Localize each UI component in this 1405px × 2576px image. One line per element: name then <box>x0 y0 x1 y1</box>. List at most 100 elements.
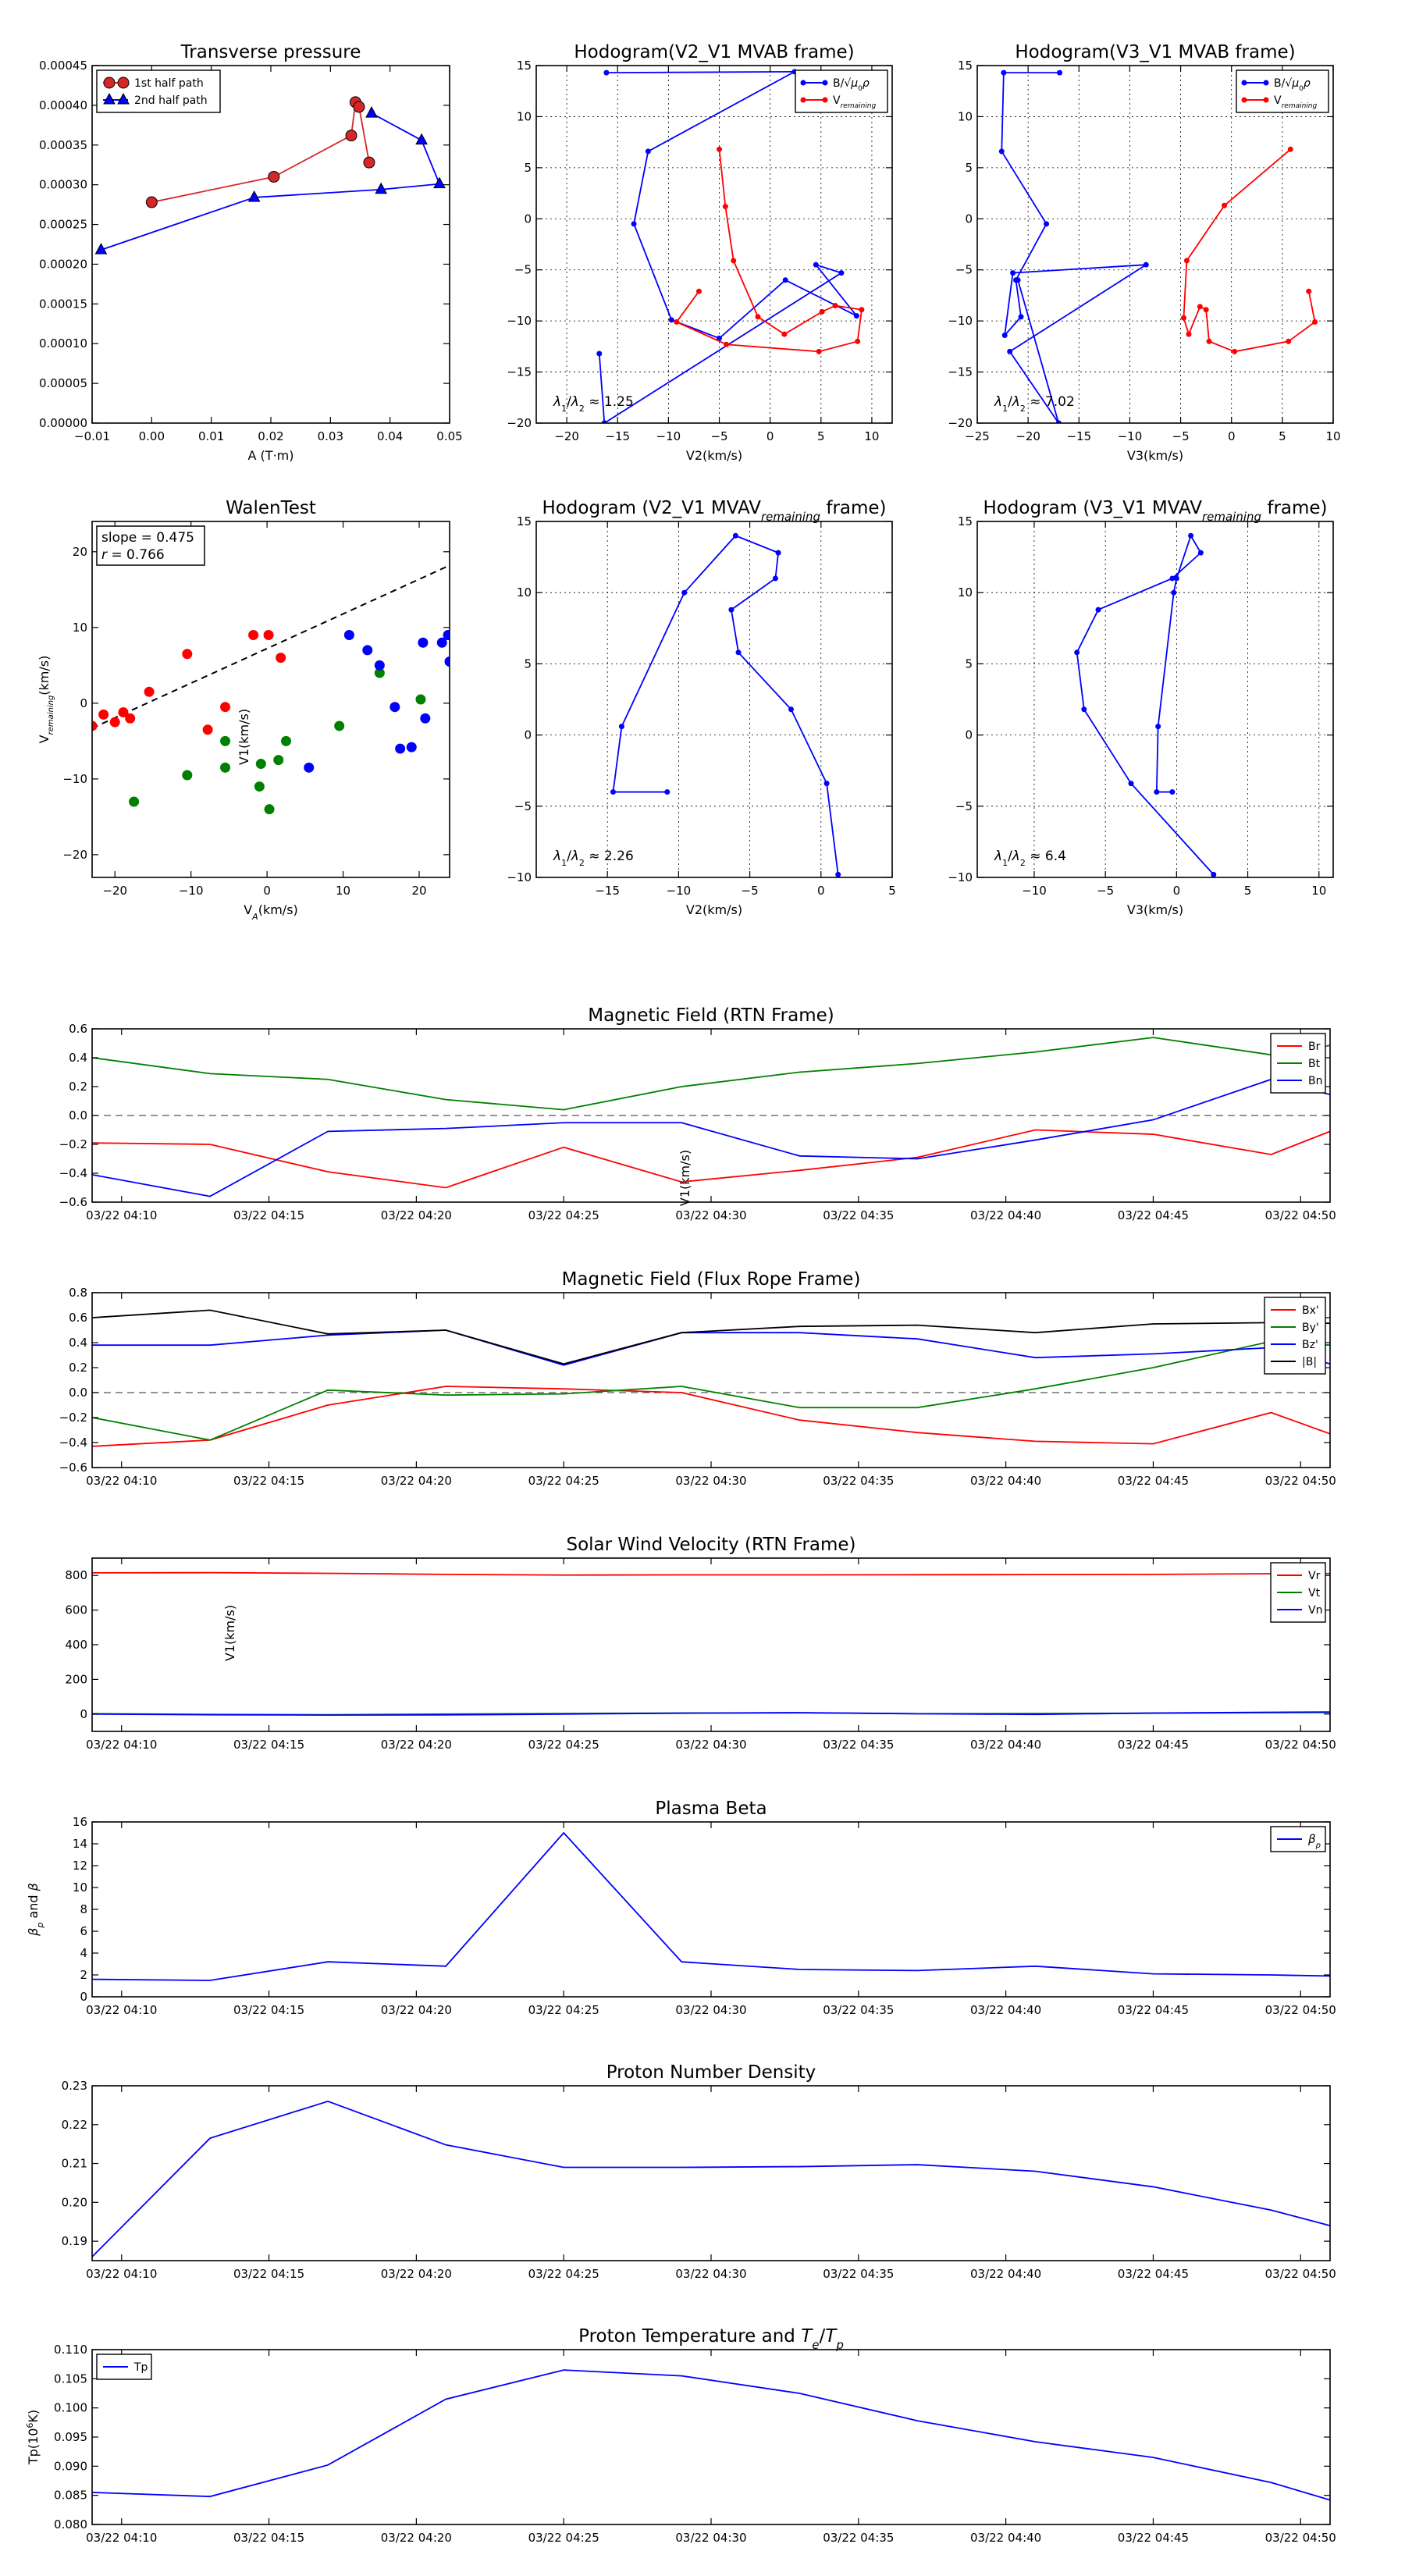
x-tick-label: −10 <box>667 884 692 898</box>
legend-label-part: ρ <box>1304 77 1311 90</box>
x-tick-label: −5 <box>742 884 759 898</box>
series-line-Vr <box>92 1571 1330 1576</box>
plot-frame <box>91 521 450 878</box>
legend-label: Bx' <box>1302 1304 1319 1317</box>
y-tick-label: −0.4 <box>59 1166 87 1180</box>
y-tick-label: 10 <box>958 585 973 600</box>
y-tick-label: 5 <box>965 161 973 175</box>
x-tick-label: 03/22 04:15 <box>233 2003 304 2017</box>
y-tick-label: 0 <box>80 696 87 710</box>
series-line-1st half path <box>151 100 370 203</box>
y-tick-label: 0.23 <box>62 2079 87 2093</box>
x-tick-label: 03/22 04:30 <box>675 2267 746 2281</box>
y-tick-label: 2 <box>80 1968 87 1982</box>
x-axis-label-part: V <box>244 902 252 917</box>
data-point <box>1171 589 1177 596</box>
data-point <box>782 277 788 283</box>
series-line-Bz' <box>92 1329 1330 1366</box>
series-line-Bt <box>92 1037 1330 1111</box>
y-tick-label: 10 <box>73 1880 87 1895</box>
y-tick-label: 200 <box>65 1672 87 1686</box>
data-point <box>1203 307 1209 313</box>
magnetic-field-rtn-chart: 03/22 04:10 03/22 04:15 03/22 04:20 03/22 0… <box>59 1005 1336 1222</box>
y-tick-label: 15 <box>517 59 532 73</box>
x-axis-label: VA(km/s) <box>244 902 298 922</box>
data-point <box>345 130 357 142</box>
series-line-Bx' <box>92 1386 1330 1447</box>
data-point <box>724 341 730 347</box>
proton-temperature-series-group <box>92 2369 1330 2501</box>
data-point <box>92 720 98 731</box>
hodogram-v2-v1-mvav-series-group <box>610 532 841 877</box>
y-tick-label: 0 <box>524 728 532 742</box>
data-point <box>1143 262 1149 268</box>
x-tick-label: 03/22 04:35 <box>823 1738 894 1752</box>
data-point <box>664 789 670 795</box>
y-tick-label: 15 <box>958 59 973 73</box>
x-tick-label: 03/22 04:15 <box>233 2267 304 2281</box>
y-tick-label: 0.0 <box>69 1386 87 1400</box>
lambda-ratio-annotation: λ1/λ2 ≈ 1.25 <box>553 394 634 414</box>
lambda-ratio-annotation-part: 2 <box>579 858 585 868</box>
data-point <box>835 871 841 877</box>
solar-wind-velocity-chart: 03/22 04:10 03/22 04:15 03/22 04:20 03/22 0… <box>65 1535 1336 1752</box>
y-tick-label: 0 <box>965 728 973 742</box>
data-point <box>1074 649 1080 656</box>
x-axis-label: V3(km/s) <box>1127 902 1183 917</box>
x-tick-label: 03/22 04:15 <box>233 2531 304 2545</box>
legend-label-part: remaining <box>841 102 877 110</box>
data-point <box>280 735 291 746</box>
x-tick-label: −0.01 <box>74 429 110 443</box>
data-point <box>433 176 446 189</box>
series-line-0 <box>1076 534 1215 875</box>
y-tick-label: 0.080 <box>54 2517 87 2532</box>
y-tick-label: 0.00000 <box>39 416 87 430</box>
legend-label-part: μ <box>1291 77 1299 90</box>
data-point <box>1018 314 1024 320</box>
x-tick-label: 10 <box>1311 884 1326 898</box>
legend-label: Vt <box>1308 1587 1321 1599</box>
stats-box <box>96 525 205 566</box>
x-tick-label: 03/22 04:10 <box>86 1474 157 1488</box>
hodogram-v2-v1-mvab-series-group <box>596 69 865 423</box>
x-tick-label: 03/22 04:35 <box>823 1474 894 1488</box>
y-tick-label: 0 <box>524 212 532 226</box>
data-point <box>1044 221 1050 227</box>
data-point <box>1010 270 1016 276</box>
x-tick-label: 10 <box>864 429 879 443</box>
x-tick-label: 03/22 04:40 <box>970 1474 1041 1488</box>
data-point <box>731 258 737 264</box>
transverse-pressure-series-group <box>94 96 446 254</box>
y-tick-label: 0.090 <box>54 2459 87 2473</box>
y-tick-label: 8 <box>80 1902 87 1916</box>
slope-text: slope = 0.475 <box>101 530 194 546</box>
plot-frame <box>91 2349 1331 2525</box>
x-tick-label: 03/22 04:30 <box>675 1738 746 1752</box>
y-tick-label: −5 <box>514 799 532 813</box>
series-line-B/√(μ0ρ) <box>603 70 858 423</box>
data-point <box>859 307 865 313</box>
data-point <box>362 645 373 656</box>
chart-title: WalenTest <box>226 498 316 518</box>
y-axis-label: Vremaining(km/s) <box>37 656 55 744</box>
chart-title: Hodogram(V3_V1 MVAB frame) <box>1015 42 1295 62</box>
y-tick-label: 0.110 <box>54 2343 87 2357</box>
data-point <box>722 204 728 210</box>
y-axis-label-part: V <box>37 735 52 743</box>
plot-frame <box>976 65 1334 424</box>
data-point <box>819 308 825 315</box>
x-tick-label: 03/22 04:35 <box>823 2267 894 2281</box>
legend-label-part: 0 <box>858 85 863 93</box>
data-point <box>1197 304 1203 310</box>
x-axis-label: A (T·m) <box>248 448 294 463</box>
y-tick-label: −20 <box>507 416 532 430</box>
y-tick-label: 16 <box>73 1815 87 1829</box>
x-tick-label: 5 <box>817 429 825 443</box>
chart-title: Proton Number Density <box>606 2062 816 2083</box>
x-tick-label: 03/22 04:40 <box>970 2003 1041 2017</box>
legend-label: 1st half path <box>134 77 204 90</box>
legend-label-part: remaining <box>1282 102 1318 110</box>
x-axis-label-part: (km/s) <box>258 902 298 917</box>
y-tick-label: 0.6 <box>69 1311 87 1325</box>
hodogram-v3-v1-mvav-series-group <box>1074 532 1217 877</box>
